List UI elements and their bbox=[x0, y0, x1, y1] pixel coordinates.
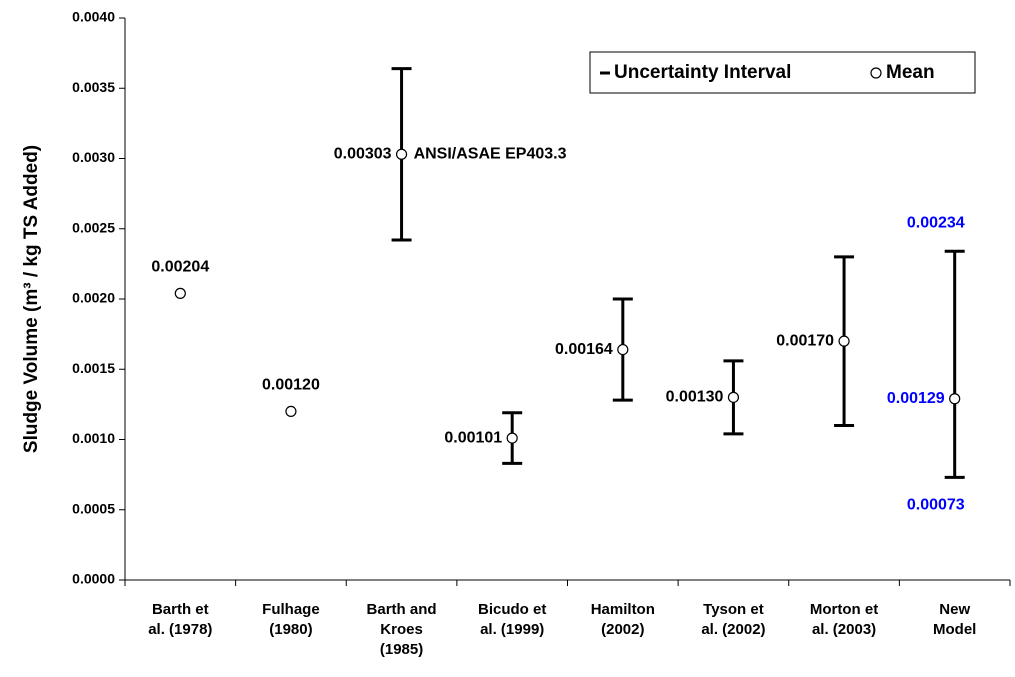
lower-label: 0.00073 bbox=[907, 497, 965, 514]
value-label: 0.00170 bbox=[776, 332, 834, 349]
x-tick-label: Fulhage (1980) bbox=[262, 601, 320, 638]
value-label: 0.00101 bbox=[444, 429, 502, 446]
y-tick-label: 0.0040 bbox=[72, 9, 115, 25]
y-tick-label: 0.0025 bbox=[72, 219, 115, 235]
y-tick-label: 0.0035 bbox=[72, 79, 115, 95]
x-tick-label: Barth and Kroes (1985) bbox=[367, 601, 437, 658]
mean-point bbox=[727, 391, 740, 403]
mean-point bbox=[285, 405, 297, 417]
x-tick-line: (1980) bbox=[269, 621, 312, 638]
value-label: 0.00303 bbox=[334, 146, 392, 163]
mean-point bbox=[838, 335, 850, 347]
x-tick-line: (2002) bbox=[601, 621, 644, 638]
x-tick-line: Fulhage bbox=[262, 601, 320, 618]
y-tick-label: 0.0020 bbox=[72, 290, 115, 306]
x-tick-line: (1985) bbox=[380, 641, 423, 658]
x-tick-line: Hamilton bbox=[591, 601, 655, 618]
x-tick-line: al. (2003) bbox=[812, 621, 876, 638]
value-label: 0.00130 bbox=[666, 389, 724, 406]
y-tick-label: 0.0000 bbox=[72, 571, 115, 587]
y-tick-label: 0.0030 bbox=[72, 149, 115, 165]
mean-point bbox=[506, 432, 518, 444]
x-tick-line: Bicudo et bbox=[478, 601, 546, 618]
legend-swatch bbox=[870, 67, 882, 79]
x-tick-label: Morton et al. (2003) bbox=[810, 601, 878, 638]
mean-point bbox=[949, 393, 961, 405]
x-tick-line: Model bbox=[933, 621, 976, 638]
mean-point bbox=[174, 287, 186, 299]
x-tick-line: Tyson et bbox=[703, 601, 764, 618]
y-axis-title: Sludge Volume (m³ / kg TS Added) bbox=[21, 145, 42, 453]
x-tick-label: Tyson et al. (2002) bbox=[701, 601, 765, 638]
y-tick-label: 0.0015 bbox=[72, 360, 115, 376]
value-label: 0.00204 bbox=[151, 259, 209, 276]
x-tick-label: Barth et al. (1978) bbox=[148, 601, 212, 638]
x-tick-line: Barth and bbox=[367, 601, 437, 618]
value-label: 0.00164 bbox=[555, 341, 613, 358]
x-tick-line: al. (2002) bbox=[701, 621, 765, 638]
legend-label: Mean bbox=[886, 62, 935, 83]
legend-box bbox=[589, 51, 976, 94]
upper-label: 0.00234 bbox=[907, 214, 965, 231]
mean-point bbox=[395, 148, 408, 160]
x-tick-line: Morton et bbox=[810, 601, 878, 618]
value-label: 0.00120 bbox=[262, 377, 320, 394]
x-tick-line: al. (1999) bbox=[480, 621, 544, 638]
legend-label: Uncertainty Interval bbox=[614, 62, 791, 83]
y-tick-label: 0.0005 bbox=[72, 500, 115, 516]
x-tick-line: New bbox=[939, 601, 970, 618]
value-label: 0.00129 bbox=[887, 390, 945, 407]
mean-point bbox=[617, 343, 629, 356]
x-tick-line: Kroes bbox=[380, 621, 423, 638]
x-tick-label: New Model bbox=[933, 601, 976, 638]
x-tick-label: Hamilton (2002) bbox=[591, 601, 655, 638]
y-tick-label: 0.0010 bbox=[72, 430, 115, 446]
x-tick-label: Bicudo et al. (1999) bbox=[478, 601, 546, 638]
annotation: ANSI/ASAE EP403.3 bbox=[414, 146, 567, 163]
x-tick-line: Barth et bbox=[152, 601, 209, 618]
x-tick-line: al. (1978) bbox=[148, 621, 212, 638]
